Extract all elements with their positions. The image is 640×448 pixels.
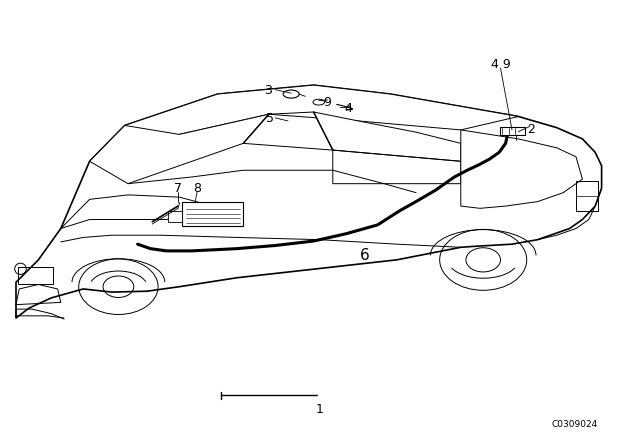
Text: 4 9: 4 9 xyxy=(491,58,510,72)
Text: 2: 2 xyxy=(527,123,535,137)
Bar xyxy=(168,211,182,222)
Polygon shape xyxy=(314,112,461,161)
Text: 7: 7 xyxy=(174,181,182,195)
Polygon shape xyxy=(461,130,582,208)
Bar xyxy=(18,267,53,284)
Text: 1: 1 xyxy=(316,403,324,417)
Polygon shape xyxy=(16,85,602,318)
Text: 5: 5 xyxy=(266,112,274,125)
Bar xyxy=(576,181,598,211)
Text: 9: 9 xyxy=(324,95,332,109)
Bar xyxy=(500,127,525,135)
Text: C0309024: C0309024 xyxy=(552,420,598,429)
Text: 8: 8 xyxy=(193,181,201,195)
Polygon shape xyxy=(90,85,518,161)
Text: 3: 3 xyxy=(264,84,271,97)
Text: 6: 6 xyxy=(360,248,370,263)
Text: 4: 4 xyxy=(345,102,353,115)
Polygon shape xyxy=(90,114,269,184)
Bar xyxy=(182,202,243,226)
